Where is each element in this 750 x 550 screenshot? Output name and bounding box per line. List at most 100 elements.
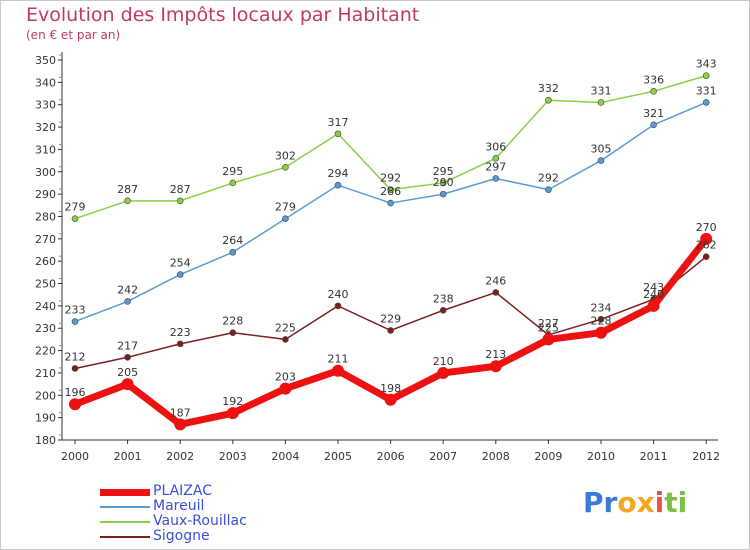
y-tick-label: 210	[35, 367, 56, 380]
y-tick-label: 180	[35, 434, 56, 447]
data-point-mareuil	[702, 99, 710, 106]
data-label-sigogne: 225	[275, 321, 296, 334]
data-point-vaux-rouillac	[334, 130, 342, 138]
proxiti-logo: Proxiti	[583, 486, 687, 519]
legend-swatch	[100, 488, 150, 496]
data-label-plaizac: 192	[222, 395, 243, 408]
x-tick-label: 2010	[587, 450, 615, 463]
x-tick-label: 2002	[166, 450, 194, 463]
data-point-vaux-rouillac	[597, 99, 605, 106]
x-tick-label: 2011	[640, 450, 668, 463]
y-tick-label: 320	[35, 121, 56, 134]
data-point-sigogne	[176, 340, 184, 348]
data-point-plaizac	[279, 382, 292, 395]
legend-swatch	[100, 506, 150, 508]
y-tick-label: 250	[35, 278, 56, 291]
y-tick-label: 220	[35, 345, 56, 358]
legend-label: Mareuil	[153, 498, 205, 514]
x-tick-label: 2009	[534, 450, 562, 463]
data-point-plaizac	[700, 232, 713, 245]
legend-item-vaux-rouillac: Vaux-Rouillac	[100, 513, 320, 530]
data-point-plaizac	[384, 393, 397, 406]
data-point-mareuil	[597, 157, 605, 164]
data-label-sigogne: 223	[170, 326, 191, 339]
legend-swatch	[100, 536, 150, 538]
data-label-mareuil: 254	[170, 257, 191, 270]
data-point-vaux-rouillac	[545, 96, 552, 104]
data-label-plaizac: 211	[328, 353, 349, 366]
data-point-plaizac	[332, 364, 344, 377]
data-label-vaux-rouillac: 295	[222, 165, 243, 178]
y-tick-label: 290	[35, 188, 56, 201]
data-point-mareuil	[176, 271, 184, 278]
data-label-plaizac: 203	[275, 371, 296, 384]
data-label-mareuil: 292	[538, 172, 559, 185]
data-label-mareuil: 331	[696, 84, 717, 97]
data-label-mareuil: 294	[328, 167, 349, 180]
data-label-plaizac: 196	[65, 386, 86, 399]
data-point-sigogne	[439, 307, 447, 314]
data-label-vaux-rouillac: 343	[696, 58, 717, 71]
data-point-plaizac	[489, 360, 502, 373]
y-tick-label: 330	[35, 99, 56, 112]
data-label-mareuil: 305	[591, 143, 612, 156]
data-point-vaux-rouillac	[387, 186, 394, 193]
data-point-sigogne	[334, 302, 342, 310]
data-point-sigogne	[597, 315, 605, 323]
y-tick-label: 300	[35, 166, 56, 179]
data-point-vaux-rouillac	[439, 179, 447, 187]
series-line-mareuil	[74, 101, 707, 323]
series-vaux-rouillac	[71, 72, 710, 223]
data-point-vaux-rouillac	[124, 197, 131, 205]
data-label-mareuil: 286	[380, 185, 401, 198]
data-label-sigogne: 234	[591, 301, 612, 314]
data-point-sigogne	[71, 365, 79, 372]
data-point-plaizac	[437, 366, 450, 379]
logo-letter: o	[617, 486, 637, 519]
chart-subtitle: (en € et par an)	[26, 28, 121, 42]
data-label-sigogne: 246	[485, 274, 506, 287]
data-point-vaux-rouillac	[650, 87, 657, 95]
data-point-mareuil	[387, 199, 394, 207]
y-tick-label: 350	[35, 54, 56, 67]
data-point-plaizac	[595, 326, 607, 339]
series-plaizac	[69, 232, 713, 431]
data-point-vaux-rouillac	[702, 72, 710, 79]
data-label-sigogne: 240	[328, 288, 349, 301]
y-tick-label: 310	[35, 143, 56, 156]
data-label-vaux-rouillac: 331	[591, 84, 612, 97]
chart-series	[69, 72, 713, 431]
legend-swatch	[100, 521, 150, 523]
legend-label: PLAIZAC	[153, 483, 212, 499]
legend-item-plaizac: PLAIZAC	[100, 483, 320, 500]
data-point-plaizac	[542, 333, 555, 346]
legend-label: Vaux-Rouillac	[153, 513, 247, 529]
series-sigogne	[71, 253, 710, 372]
data-label-vaux-rouillac: 292	[380, 172, 401, 185]
data-label-plaizac: 210	[433, 355, 454, 368]
data-label-mareuil: 264	[222, 234, 243, 247]
legend-item-mareuil: Mareuil	[100, 498, 320, 515]
data-label-sigogne: 238	[433, 292, 454, 305]
data-label-mareuil: 242	[117, 283, 138, 296]
chart-legend: PLAIZAC Mareuil Vaux-Rouillac Sigogne	[100, 483, 320, 545]
data-point-mareuil	[492, 175, 500, 182]
y-tick-label: 270	[35, 233, 56, 246]
y-tick-label: 230	[35, 322, 56, 335]
x-tick-label: 2000	[61, 450, 89, 463]
data-label-sigogne: 212	[65, 350, 86, 363]
data-label-plaizac: 198	[380, 382, 401, 395]
data-point-mareuil	[545, 186, 552, 193]
data-label-plaizac: 225	[538, 321, 559, 334]
data-label-plaizac: 240	[643, 288, 664, 301]
data-label-mareuil: 279	[275, 201, 296, 214]
logo-letter: P	[583, 486, 604, 519]
data-label-vaux-rouillac: 279	[65, 201, 86, 214]
data-label-vaux-rouillac: 336	[643, 73, 664, 86]
data-point-sigogne	[702, 253, 710, 261]
data-label-mareuil: 290	[433, 176, 454, 189]
y-tick-label: 340	[35, 76, 56, 89]
data-label-mareuil: 297	[485, 160, 506, 173]
data-point-mareuil	[439, 190, 447, 198]
